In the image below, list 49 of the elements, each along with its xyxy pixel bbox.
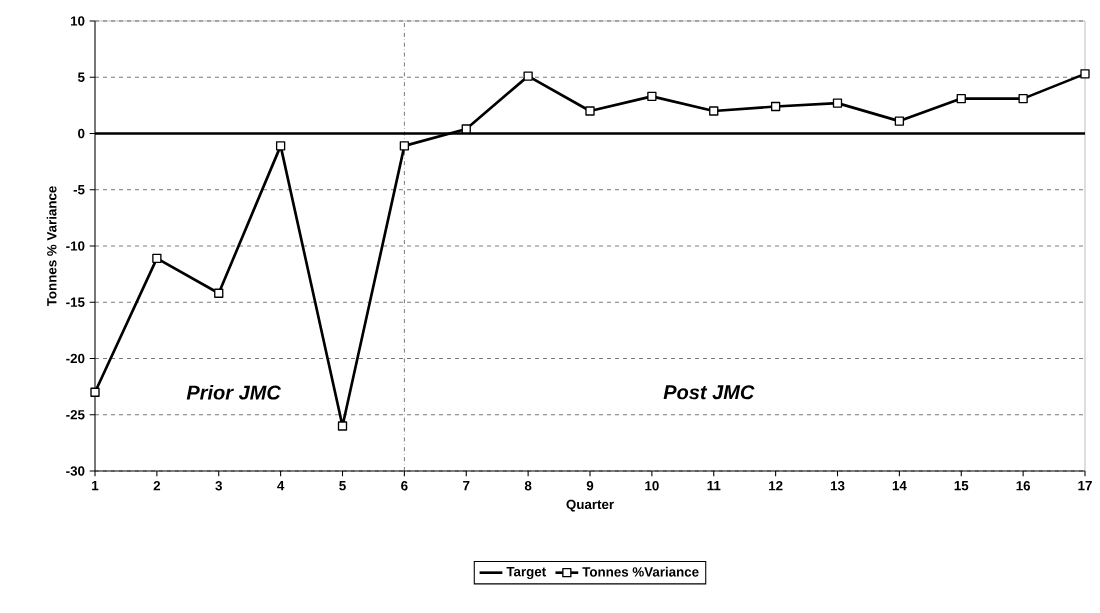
y-tick-label: 10 — [70, 16, 85, 26]
x-tick-label: 4 — [277, 481, 285, 491]
x-tick-label: 6 — [401, 481, 408, 491]
point — [90, 387, 100, 397]
point — [585, 106, 595, 116]
point — [461, 124, 471, 134]
point — [956, 93, 966, 104]
point — [152, 253, 162, 264]
x-tick-label: 12 — [769, 481, 783, 491]
y-tick-label: -20 — [66, 353, 85, 364]
point — [214, 288, 224, 298]
x-tick-label: 17 — [1078, 481, 1092, 491]
point — [1080, 69, 1090, 79]
legend-label: Target — [506, 567, 546, 580]
y-tick-label: -10 — [66, 241, 85, 251]
y-tick-label: 5 — [77, 72, 85, 82]
x-axis-title: Quarter — [566, 499, 614, 512]
y-tick-label: 0 — [78, 128, 85, 139]
point — [647, 91, 657, 102]
x-tick-label: 2 — [153, 481, 161, 491]
x-tick-label: 10 — [645, 481, 659, 491]
x-tick-label: 14 — [892, 481, 907, 491]
point — [337, 421, 348, 431]
point — [770, 101, 781, 112]
legend-label: Tonnes %Variance — [582, 566, 699, 577]
y-tick-label: -15 — [66, 297, 85, 307]
x-tick-label: 5 — [339, 481, 346, 491]
y-tick-label: -30 — [66, 466, 85, 476]
x-tick-label: 7 — [463, 481, 470, 491]
x-tick-label: 3 — [215, 481, 222, 491]
x-tick-label: 9 — [586, 481, 594, 491]
y-axis-title: Tonnes % Variance — [46, 186, 57, 307]
y-tick-label: -5 — [73, 185, 85, 195]
point — [832, 98, 843, 108]
point — [523, 71, 533, 81]
x-tick-label: 15 — [954, 481, 969, 491]
y-tick-label: -25 — [66, 410, 85, 420]
x-tick-label: 13 — [830, 481, 845, 491]
x-tick-label: 1 — [92, 481, 99, 491]
point — [399, 141, 410, 151]
x-tick-label: 11 — [707, 481, 721, 491]
annotation: Post JMC — [663, 385, 755, 400]
x-tick-label: 8 — [524, 481, 532, 491]
x-tick-label: 16 — [1016, 481, 1031, 491]
point — [1018, 93, 1028, 104]
annotation: Prior JMC — [186, 384, 282, 400]
point — [894, 116, 905, 126]
point — [275, 141, 286, 151]
point — [709, 106, 719, 116]
